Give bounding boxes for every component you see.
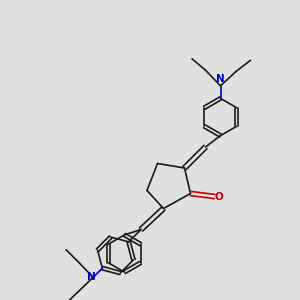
Text: N: N: [216, 74, 225, 84]
Text: O: O: [214, 191, 223, 202]
Text: N: N: [87, 272, 95, 282]
